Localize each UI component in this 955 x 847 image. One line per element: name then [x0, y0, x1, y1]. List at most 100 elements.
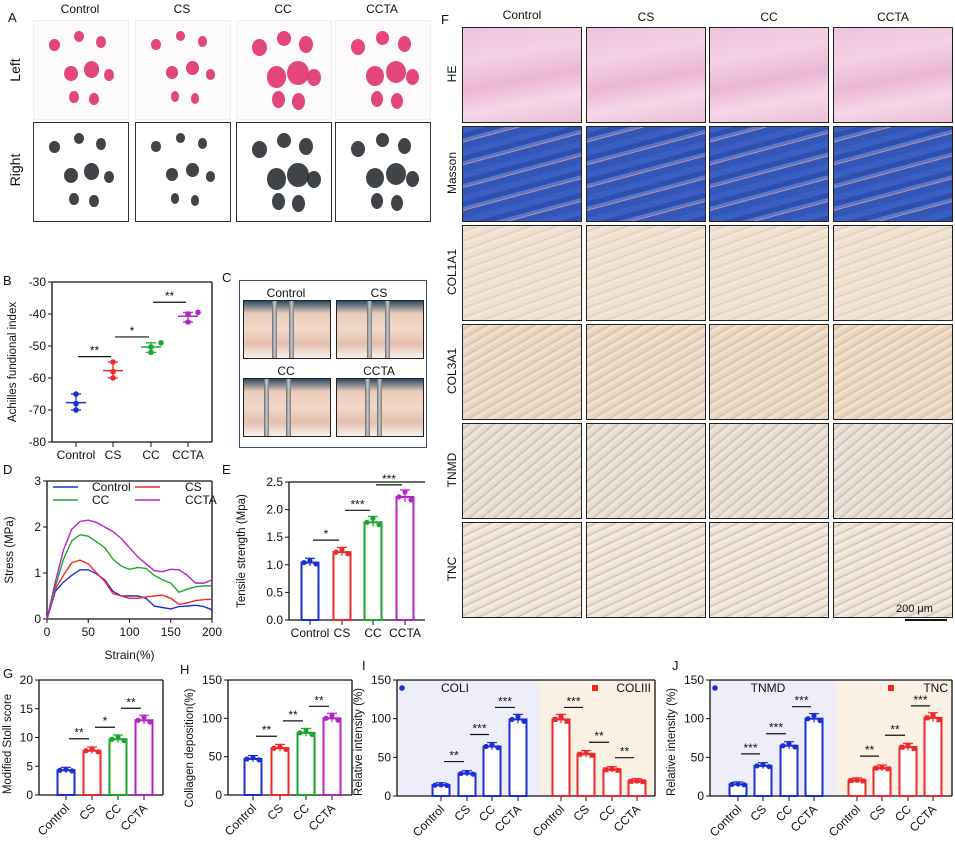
legend-marker [712, 685, 718, 691]
paw-print-mark [391, 93, 403, 109]
y-tick-label: 100 [202, 711, 222, 725]
scale-bar [905, 619, 947, 621]
data-point [509, 716, 515, 723]
data-point [402, 489, 408, 495]
y-tick-label: -80 [29, 435, 47, 449]
x-tick-label: 50 [82, 625, 96, 639]
y-tick-label: 0 [34, 612, 41, 626]
bar [898, 746, 918, 798]
data-point [583, 750, 589, 756]
right-footprint-cs [135, 122, 231, 222]
significance-label: ** [262, 723, 272, 737]
significance-label: * [130, 324, 135, 338]
paw-print-mark [277, 31, 291, 46]
significance-label: *** [743, 741, 757, 755]
data-point [244, 756, 250, 762]
bar [872, 767, 892, 797]
paw-print-mark [386, 61, 406, 83]
data-point [634, 778, 640, 784]
data-point [110, 375, 116, 381]
data-point [370, 515, 376, 521]
right-footprint-cc [236, 122, 332, 222]
paw-print-mark [84, 61, 100, 78]
data-point [303, 727, 309, 734]
significance-label: ** [449, 749, 459, 763]
y-axis-label: Relative intensity (%) [353, 688, 365, 796]
y-tick-label: -50 [29, 339, 47, 353]
left-footprint-cc [236, 20, 332, 120]
data-point [115, 734, 121, 740]
data-point [323, 715, 329, 721]
data-point [470, 771, 476, 777]
paw-print-mark [74, 31, 85, 42]
data-point [148, 349, 154, 356]
paw-print-mark [166, 66, 178, 79]
paw-print-mark [151, 39, 161, 50]
chart-j [706, 679, 953, 801]
paw-print-mark [272, 193, 285, 211]
data-point [83, 748, 89, 754]
series-line-ccta [46, 519, 213, 620]
y-tick-label: 50 [378, 750, 392, 764]
y-tick-label: 150 [684, 673, 704, 687]
data-point [250, 754, 256, 761]
bar [332, 551, 352, 621]
histo-image-tnc-control [462, 522, 582, 618]
data-point [364, 519, 370, 525]
paw-print-mark [166, 168, 178, 181]
data-point [792, 744, 798, 750]
data-point [589, 752, 595, 758]
paw-print-mark [406, 69, 419, 85]
paw-print-mark [267, 168, 287, 190]
data-point [729, 781, 735, 788]
y-tick-label: 50 [691, 750, 705, 764]
histo-image-masson-control [462, 126, 582, 222]
data-point [564, 718, 570, 724]
data-point [110, 368, 116, 375]
histo-header-control: Control [502, 8, 542, 22]
data-point [63, 766, 69, 772]
paw-print-mark [351, 39, 365, 55]
right-footprint-ccta [335, 122, 431, 222]
data-point [577, 751, 583, 757]
data-point [271, 745, 277, 751]
column-header-control: Control [60, 2, 100, 16]
histo-header-cs: CS [637, 10, 655, 24]
column-header-cc: CC [274, 2, 292, 16]
histo-image-he-control [462, 27, 582, 123]
tendon-photo-cc [243, 378, 331, 437]
x-tick-label: CCTA [907, 802, 939, 834]
data-point [552, 716, 558, 722]
x-tick-label: CCTA [492, 802, 524, 834]
paw-print-mark [191, 93, 200, 104]
histo-image-he-cs [586, 27, 706, 123]
y-tick-label: -70 [29, 403, 47, 417]
panel-c-photo-frame [239, 280, 427, 448]
panel-label-f: F [441, 12, 449, 27]
bar [551, 718, 571, 797]
x-tick-label: Control [291, 626, 330, 640]
tendon-photo-control [243, 300, 331, 359]
paw-print-mark [206, 171, 215, 182]
histo-image-tnc-cc [709, 522, 829, 618]
significance-label: *** [350, 497, 364, 511]
bar [270, 747, 290, 797]
x-tick-label: 150 [161, 625, 181, 639]
bar [779, 744, 799, 798]
histo-image-col3a1-ccta [833, 324, 953, 420]
data-point [73, 407, 79, 413]
x-tick-label: CCTA [118, 801, 150, 833]
x-tick-label: CC [364, 626, 382, 640]
panel-label-j: J [672, 658, 679, 673]
data-point [313, 561, 319, 567]
data-point [135, 717, 141, 723]
data-point [741, 782, 747, 788]
paw-print-mark [371, 91, 383, 107]
paw-print-mark [74, 133, 85, 144]
histo-image-masson-ccta [833, 126, 953, 222]
data-point [924, 715, 930, 721]
paw-print-mark [376, 31, 389, 45]
legend-label: COLI [441, 681, 469, 695]
data-point [335, 717, 341, 723]
data-point [283, 746, 289, 752]
